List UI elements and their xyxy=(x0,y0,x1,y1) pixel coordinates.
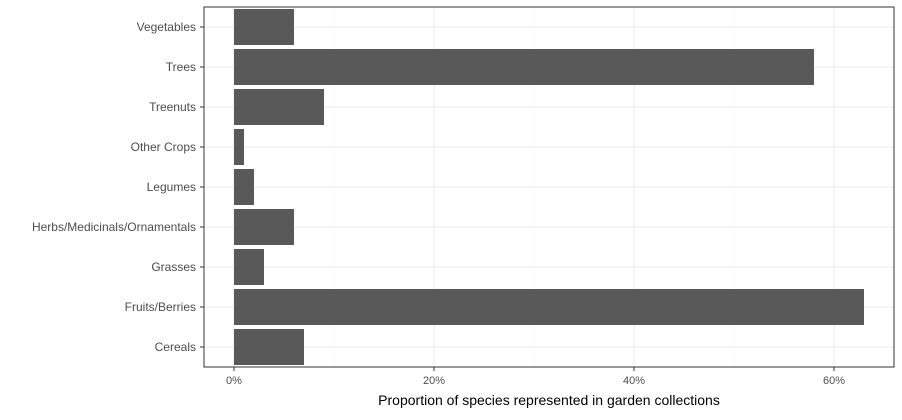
y-category-label: Other Crops xyxy=(131,140,196,154)
y-category-label: Fruits/Berries xyxy=(125,300,196,314)
y-category-label: Trees xyxy=(166,60,196,74)
y-category-label: Treenuts xyxy=(149,100,196,114)
bar-cereals xyxy=(234,329,304,365)
x-tick-label: 40% xyxy=(623,375,645,387)
bar-herbs-medicinals-ornamentals xyxy=(234,209,294,245)
y-category-label: Grasses xyxy=(151,260,196,274)
bar-other-crops xyxy=(234,129,244,165)
y-category-label: Vegetables xyxy=(137,20,196,34)
x-axis: 0% 20% 40% 60% xyxy=(226,367,845,387)
y-axis: Vegetables Trees Treenuts Other Crops Legume… xyxy=(32,20,204,354)
x-axis-title: Proportion of species represented in gar… xyxy=(378,392,720,408)
bar-legumes xyxy=(234,169,254,205)
x-tick-label: 60% xyxy=(823,375,845,387)
bar-grasses xyxy=(234,249,264,285)
bar-vegetables xyxy=(234,9,294,45)
y-category-label: Cereals xyxy=(155,340,196,354)
x-tick-label: 20% xyxy=(423,375,445,387)
bar-treenuts xyxy=(234,89,324,125)
y-category-label: Legumes xyxy=(147,180,196,194)
bar-trees xyxy=(234,49,814,85)
y-category-label: Herbs/Medicinals/Ornamentals xyxy=(32,220,196,234)
bars xyxy=(234,9,864,365)
x-tick-label: 0% xyxy=(226,375,242,387)
bar-fruits-berries xyxy=(234,289,864,325)
